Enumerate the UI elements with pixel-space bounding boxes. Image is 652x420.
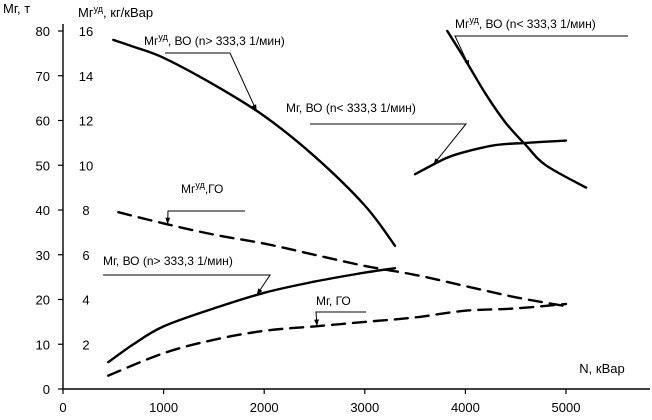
series-line-2: [107, 302, 568, 377]
annotation-leader-1: [165, 52, 258, 112]
series-line-1: [107, 267, 397, 364]
y-left-tick-label: 50: [36, 158, 50, 173]
y-right-tick-label: 16: [79, 24, 93, 39]
y-right-tick-label: 14: [79, 69, 93, 84]
x-tick-label: 5000: [552, 400, 581, 415]
annotation-arrowhead-5: [433, 158, 440, 165]
x-axis-title: N, кВар: [579, 361, 624, 376]
y-right-tick-label: 12: [79, 114, 93, 129]
y-left-tick-label: 70: [36, 69, 50, 84]
annotation-label-5: Мг, ВО (n< 333,3 1/мин): [286, 101, 416, 115]
y-left-tick-label: 60: [36, 114, 50, 129]
x-tick-label: 1000: [149, 400, 178, 415]
annotation-label-1: Мгуд, ВО (n> 333,3 1/мин): [144, 32, 285, 48]
series-line-6: [446, 29, 588, 189]
x-tick-label: 0: [59, 400, 66, 415]
y-left-tick-label: 20: [36, 293, 50, 308]
y-left-tick-label: 0: [43, 382, 50, 397]
y-left-tick-label: 80: [36, 24, 50, 39]
chart-axes: 0 1000 2000 3000 4000 5000 0 10 20 30 40 50 60 70 80 2 4…: [3, 1, 650, 415]
annotation-label-4: Мг, ГО: [316, 294, 351, 308]
chart-annotation-layer: Мгуд, ВО (n> 333,3 1/мин) Мг, ВО (n> 333,…: [103, 15, 628, 327]
y-left-tick-label: 10: [36, 337, 50, 352]
annotation-label-6: Мгуд, ВО (n< 333,3 1/мин): [455, 15, 596, 31]
y-left-axis-title: Мг, т: [3, 1, 30, 16]
y-left-tick-label: 30: [36, 248, 50, 263]
annotation-arrowhead-3: [165, 217, 171, 225]
annotation-arrowhead-1: [251, 104, 257, 112]
series-line-3: [413, 139, 568, 176]
y-right-tick-label: 10: [79, 158, 93, 173]
y-right-tick-label: 4: [82, 293, 89, 308]
annotation-leader-5: [310, 123, 468, 166]
annotation-leader-2: [103, 274, 271, 296]
series-line-4: [112, 38, 397, 247]
annotation-leader-6: [454, 35, 628, 68]
annotation-label-3: Мгуд,ГО: [181, 180, 223, 196]
x-tick-label: 2000: [250, 400, 279, 415]
y-right-tick-label: 8: [82, 203, 89, 218]
x-tick-label: 3000: [350, 400, 379, 415]
annotation-label-2: Мг, ВО (n> 333,3 1/мин): [103, 254, 233, 268]
annotation-leader-3: [167, 210, 245, 225]
annotation-arrowhead-4: [314, 319, 319, 327]
series-line-5: [117, 211, 568, 308]
chart-series-layer: [107, 29, 588, 377]
x-tick-label: 4000: [451, 400, 480, 415]
y-left-tick-label: 40: [36, 203, 50, 218]
y-right-tick-label: 6: [82, 248, 89, 263]
annotation-arrowhead-2: [256, 288, 263, 296]
annotation-arrowhead-6: [464, 59, 470, 67]
y-right-tick-label: 2: [82, 337, 89, 352]
y-right-axis-title: Мгуд, кг/кВар: [78, 4, 153, 20]
